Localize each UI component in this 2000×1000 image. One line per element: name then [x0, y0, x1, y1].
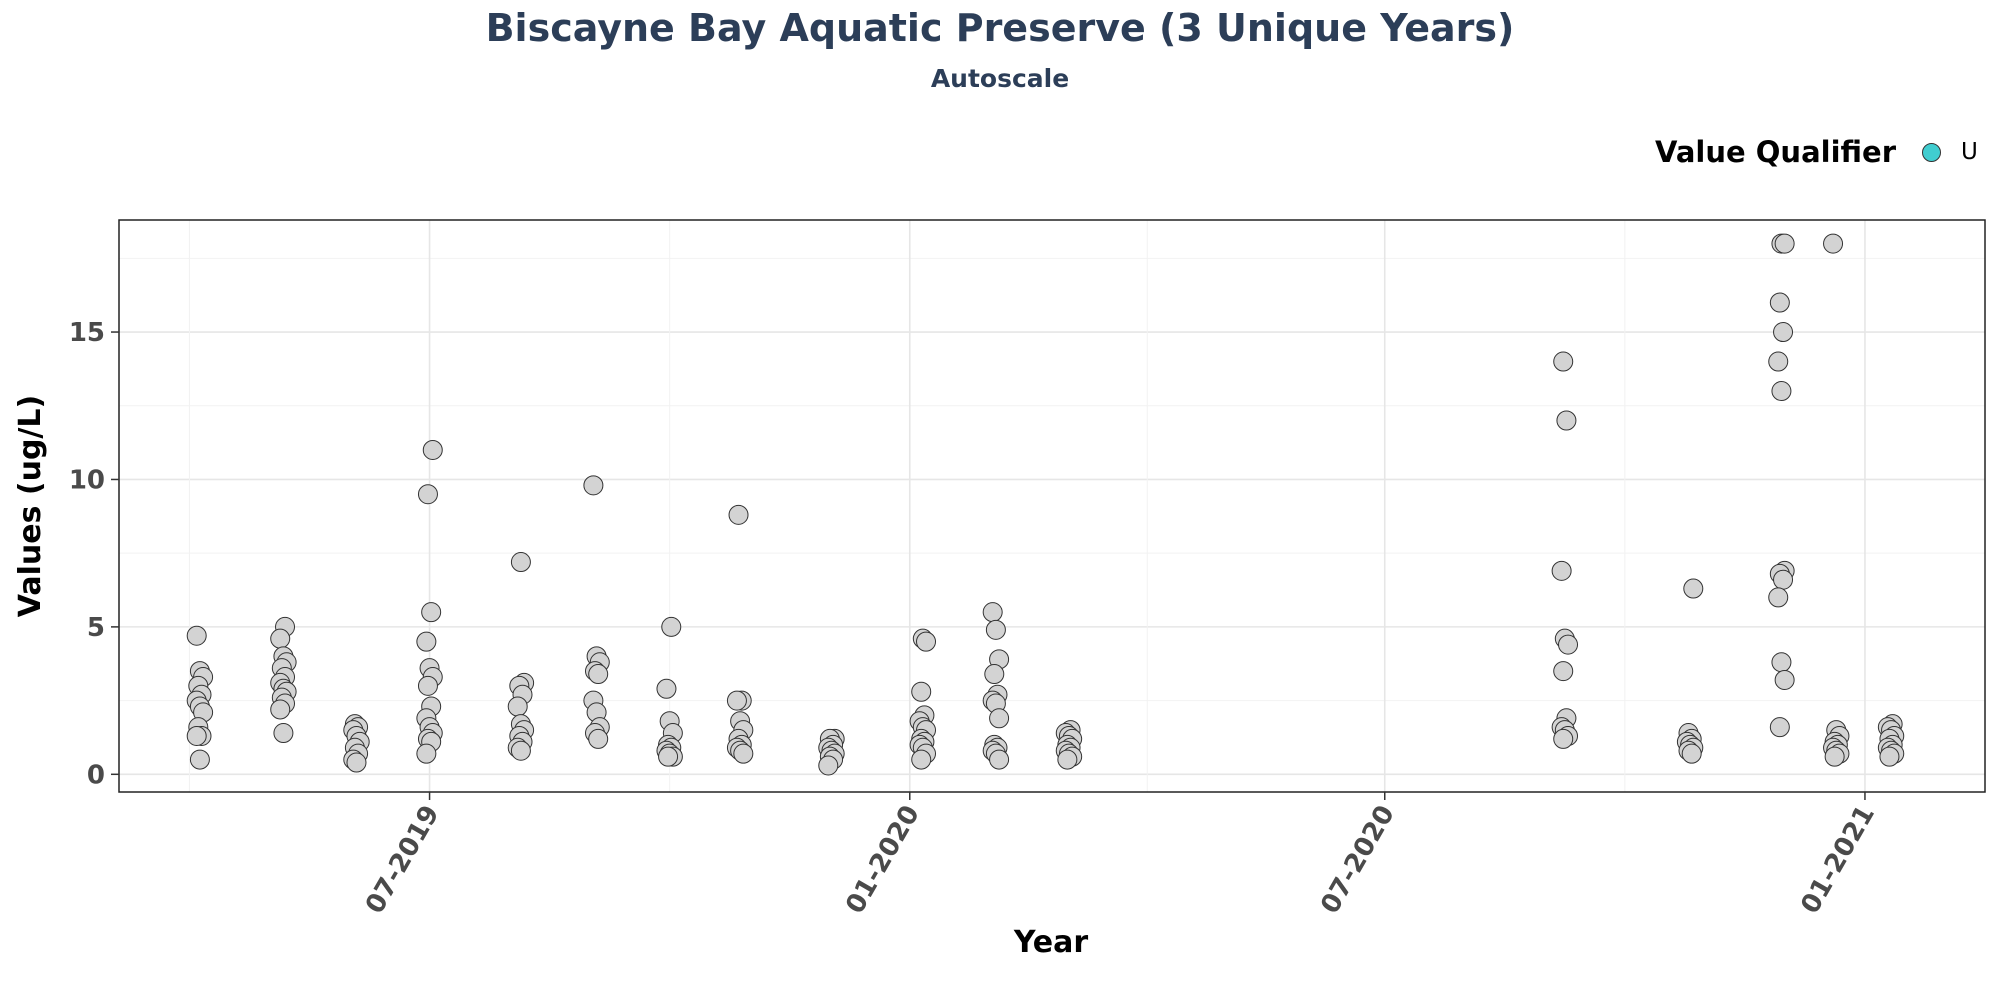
data-point [1824, 746, 1845, 767]
data-point [1879, 746, 1900, 767]
data-point [416, 743, 437, 764]
plot-panel-border [118, 219, 1986, 793]
data-point [1556, 410, 1577, 431]
data-point [1771, 381, 1792, 402]
x-axis-title: Year [1013, 925, 1089, 960]
grid [119, 220, 1985, 792]
legend-label: U [1961, 139, 1978, 165]
data-point [733, 743, 754, 764]
data-point [416, 631, 437, 652]
data-point [270, 699, 291, 720]
x-tick-label: 07-2020 [1315, 801, 1401, 919]
data-point [186, 725, 207, 746]
data-point [1768, 351, 1789, 372]
data-point [818, 755, 839, 776]
data-point [510, 552, 531, 573]
data-point [658, 746, 679, 767]
data-point [1773, 569, 1794, 590]
data-point [911, 681, 932, 702]
data-point [270, 628, 291, 649]
data-point [985, 619, 1006, 640]
data-point [1769, 292, 1790, 313]
y-tick-label: 5 [87, 613, 105, 643]
data-point [421, 602, 442, 623]
chart-title: Biscayne Bay Aquatic Preserve (3 Unique … [485, 6, 1515, 50]
data-point [726, 690, 747, 711]
data-point [1553, 661, 1574, 682]
data-point [989, 749, 1010, 770]
data-point [911, 749, 932, 770]
data-point [189, 749, 210, 770]
data-point [422, 439, 443, 460]
y-axis-title: Values (ug/L) [13, 395, 48, 617]
data-point [661, 616, 682, 637]
data-point [588, 728, 609, 749]
data-point [346, 752, 367, 773]
data-point [1769, 717, 1790, 738]
data-point [1768, 587, 1789, 608]
y-tick-label: 15 [69, 318, 105, 348]
x-tick-label: 01-2021 [1795, 801, 1881, 919]
data-point [1057, 749, 1078, 770]
data-point [656, 678, 677, 699]
data-point [186, 625, 207, 646]
data-point [1774, 669, 1795, 690]
data-point [1558, 634, 1579, 655]
data-points [186, 233, 1905, 776]
data-point [989, 708, 1010, 729]
axis-ticks: 0 5 10 15 07-2019 01-2020 07-2020 01-2021 [69, 318, 1881, 919]
x-tick-label: 01-2020 [840, 801, 926, 919]
legend-title: Value Qualifier [1655, 135, 1896, 169]
data-point [417, 675, 438, 696]
data-point [1774, 233, 1795, 254]
data-point [1681, 743, 1702, 764]
data-point [1823, 233, 1844, 254]
data-point [273, 723, 294, 744]
data-point [1551, 560, 1572, 581]
data-point [916, 631, 937, 652]
data-point [1553, 351, 1574, 372]
data-point [583, 475, 604, 496]
legend: Value Qualifier U [1655, 132, 1978, 172]
data-point [728, 504, 749, 525]
legend-key-circle-icon [1922, 142, 1941, 162]
data-point [507, 696, 528, 717]
data-point [1773, 322, 1794, 343]
data-point [417, 484, 438, 505]
chart-subtitle: Autoscale [930, 64, 1070, 93]
data-point [510, 740, 531, 761]
y-tick-label: 0 [87, 760, 105, 790]
data-point [1771, 652, 1792, 673]
data-point [984, 664, 1005, 685]
data-point [1553, 728, 1574, 749]
data-point [1683, 578, 1704, 599]
y-tick-label: 10 [69, 465, 105, 495]
data-point [588, 664, 609, 685]
data-point [982, 602, 1003, 623]
x-tick-label: 07-2019 [360, 801, 446, 919]
